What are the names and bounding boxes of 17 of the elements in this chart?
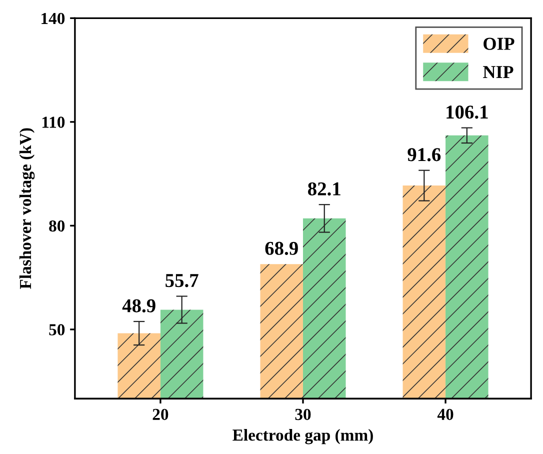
data-label: 91.6 — [408, 148, 441, 162]
legend-label: OIP — [484, 38, 514, 50]
y-tick-label: 110 — [42, 116, 65, 128]
x-tick-label: 40 — [437, 408, 454, 420]
x-axis-title: Electrode gap (mm) — [232, 429, 373, 444]
data-label: 55.7 — [166, 274, 198, 288]
legend-label: NIP — [483, 66, 514, 78]
data-label: 106.1 — [446, 106, 488, 119]
data-label: 48.9 — [122, 299, 156, 312]
y-tick-label: 80 — [49, 220, 65, 232]
y-axis-title: Flashover voltage (kV) — [19, 128, 35, 289]
data-label: 68.9 — [265, 242, 298, 256]
x-tick-label: 30 — [295, 408, 311, 420]
y-tick-label: 50 — [49, 324, 65, 336]
y-tick-label: 140 — [42, 12, 65, 24]
x-tick-label: 20 — [152, 408, 168, 420]
data-label: 82.1 — [308, 182, 340, 196]
